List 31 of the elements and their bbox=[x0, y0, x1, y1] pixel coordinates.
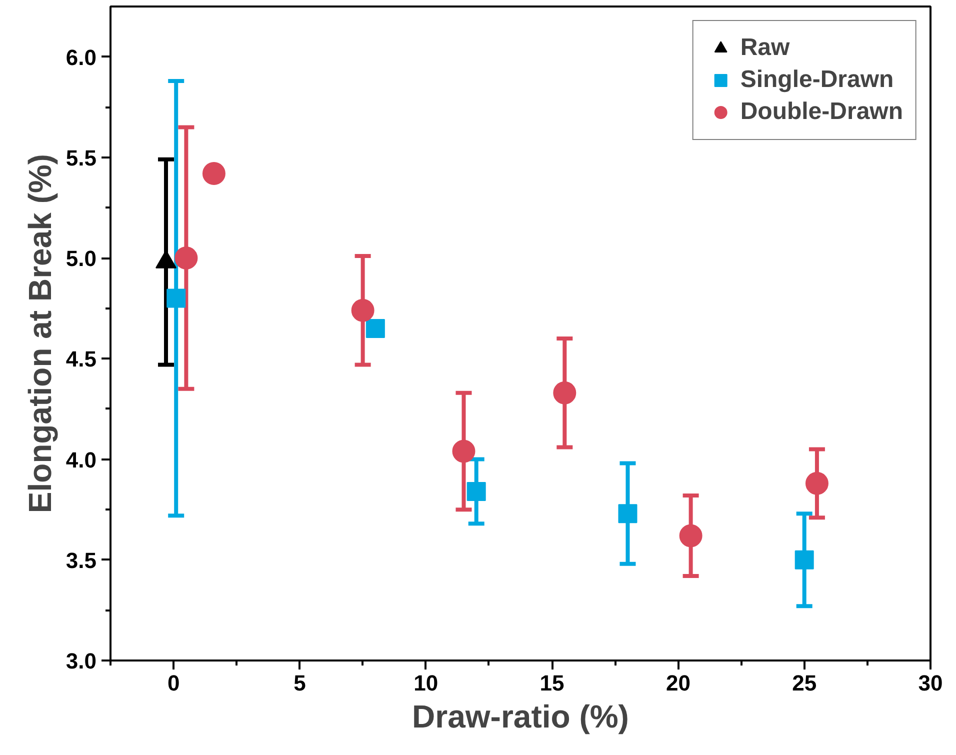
point bbox=[166, 288, 186, 308]
point bbox=[452, 440, 476, 463]
legend-label: Single-Drawn bbox=[740, 66, 894, 94]
y-tick-label: 3.0 bbox=[66, 648, 97, 674]
y-axis-title: Elongation at Break (%) bbox=[22, 154, 58, 514]
legend-label: Double-Drawn bbox=[740, 98, 903, 126]
x-tick-label: 30 bbox=[918, 670, 943, 696]
point bbox=[794, 550, 814, 570]
y-tick-label: 5.5 bbox=[66, 145, 97, 170]
point bbox=[366, 318, 385, 338]
point bbox=[466, 482, 486, 501]
y-tick-label: 4.5 bbox=[66, 346, 97, 372]
x-tick-label: 25 bbox=[792, 670, 817, 696]
x-tick-label: 10 bbox=[414, 670, 438, 696]
y-tick-label: 5.0 bbox=[66, 246, 97, 272]
y-tick-label: 4.0 bbox=[66, 447, 97, 472]
y-tick-label: 6.0 bbox=[66, 44, 97, 70]
point bbox=[174, 246, 198, 270]
point bbox=[202, 162, 226, 185]
x-tick-label: 0 bbox=[167, 670, 180, 696]
x-axis-title: Draw-ratio (%) bbox=[412, 698, 629, 734]
y-tick-label: 3.5 bbox=[66, 548, 97, 573]
x-tick-label: 20 bbox=[666, 670, 690, 696]
point bbox=[618, 504, 638, 524]
x-tick-label: 5 bbox=[294, 670, 306, 696]
point bbox=[553, 381, 576, 404]
point bbox=[679, 524, 702, 548]
x-tick-label: 15 bbox=[540, 670, 564, 696]
legend-label: Raw bbox=[740, 34, 790, 62]
point bbox=[351, 298, 374, 322]
point bbox=[805, 472, 828, 495]
